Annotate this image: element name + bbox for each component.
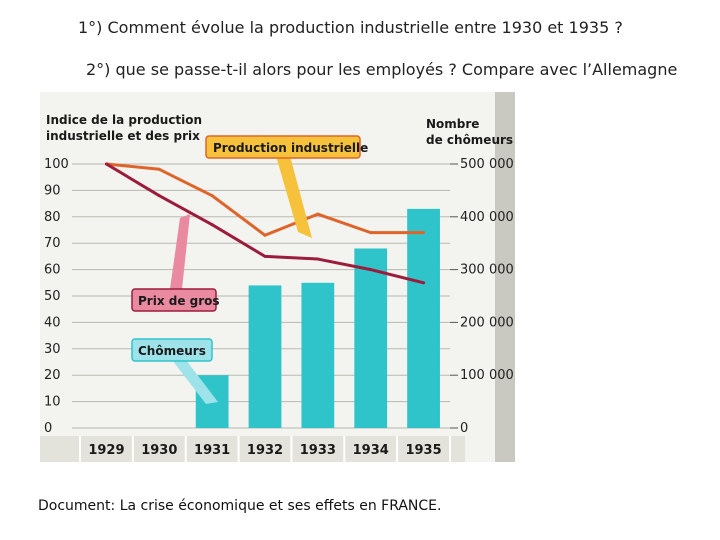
left-tick-label: 30 (44, 342, 61, 357)
right-tick-label: 300 000 (460, 263, 514, 278)
bar-chomeurs-1935 (407, 208, 440, 428)
production-label-pointer (276, 156, 312, 238)
production-label-box (205, 135, 361, 159)
category-label-1931: 1931 (194, 443, 230, 458)
point-prix-1931 (210, 223, 214, 227)
left-tick-label: 90 (44, 183, 61, 198)
point-production-1931 (210, 194, 214, 198)
bar-chomeurs-1932 (248, 285, 282, 428)
chomeurs-label: Chômeurs (138, 344, 206, 358)
point-prix-1932 (263, 254, 267, 258)
right-axis-title-line1: Nombre (426, 117, 479, 131)
category-label-1934: 1934 (353, 443, 389, 458)
bar-chomeurs-1933 (301, 282, 335, 428)
category-label-1933: 1933 (300, 443, 336, 458)
point-production-1935 (422, 231, 426, 235)
left-tick-label: 70 (44, 236, 61, 251)
left-tick-label: 40 (44, 315, 61, 330)
point-production-1930 (157, 167, 161, 171)
point-prix-1933 (316, 257, 320, 261)
chomeurs-label-pointer (172, 360, 218, 404)
page-fold-shadow (495, 92, 515, 462)
prix-label: Prix de gros (138, 294, 220, 308)
unemployment-production-chart: Indice de la production industrielle et … (40, 92, 515, 462)
left-axis-title-line2: industrielle et des prix (46, 129, 200, 143)
right-axis-title-line2: de chômeurs (426, 133, 513, 147)
x-axis-band (40, 436, 465, 462)
left-axis-title-line1: Indice de la production (46, 113, 202, 127)
category-label-1929: 1929 (88, 443, 124, 458)
question-1: 1°) Comment évolue la production industr… (78, 18, 623, 37)
point-prix-1935 (422, 281, 426, 285)
left-tick-label: 10 (44, 395, 61, 410)
left-tick-label: 0 (44, 421, 52, 436)
left-tick-label: 100 (44, 157, 69, 172)
point-production-1934 (369, 231, 373, 235)
left-tick-label: 20 (44, 368, 61, 383)
bar-chomeurs-1934 (354, 248, 388, 428)
point-prix-1929 (104, 162, 108, 166)
right-tick-label: 100 000 (460, 368, 514, 383)
chomeurs-label-box (131, 338, 213, 362)
category-label-1930: 1930 (141, 443, 177, 458)
right-tick-label: 400 000 (460, 210, 514, 225)
point-production-1932 (263, 233, 267, 237)
right-tick-label: 200 000 (460, 315, 514, 330)
left-tick-label: 80 (44, 210, 61, 225)
document-caption: Document: La crise économique et ses eff… (38, 498, 442, 514)
prix-label-pointer (170, 214, 190, 289)
point-prix-1934 (369, 268, 373, 272)
production-label: Production industrielle (213, 141, 368, 155)
left-tick-label: 50 (44, 289, 61, 304)
point-prix-1930 (157, 194, 161, 198)
category-label-1935: 1935 (405, 443, 441, 458)
right-tick-label: 0 (460, 421, 468, 436)
point-production-1933 (316, 212, 320, 216)
question-2: 2°) que se passe-t-il alors pour les emp… (86, 60, 678, 79)
right-tick-label: 500 000 (460, 157, 514, 172)
category-label-1932: 1932 (247, 443, 283, 458)
left-tick-label: 60 (44, 263, 61, 278)
prix-label-box (131, 288, 217, 312)
